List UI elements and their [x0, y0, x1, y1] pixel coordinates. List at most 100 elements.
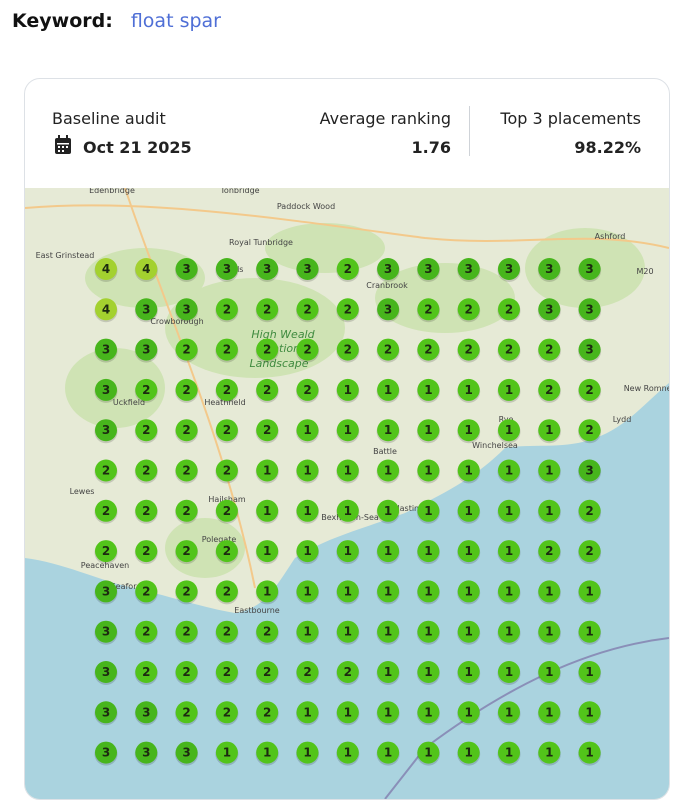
rank-pin: 1 — [336, 378, 360, 403]
rank-label: 2 — [223, 423, 231, 437]
rank-circle — [135, 258, 158, 280]
rank-label: 1 — [384, 746, 392, 760]
rank-pin: 1 — [296, 459, 319, 484]
rank-pin: 1 — [537, 419, 561, 444]
rank-circle — [95, 298, 117, 321]
rank-pin: 1 — [578, 620, 602, 645]
rank-pin: 1 — [296, 620, 319, 645]
top3-label: Top 3 placements — [500, 109, 641, 128]
rank-pin: 1 — [255, 741, 279, 766]
rank-circle — [256, 620, 279, 643]
top3-value: 98.22% — [574, 138, 641, 157]
rank-circle — [377, 620, 400, 643]
rank-pin: 1 — [296, 701, 319, 726]
rank-pin: 3 — [175, 258, 199, 282]
rank-circle — [135, 298, 158, 321]
rank-pin: 1 — [457, 378, 481, 403]
rank-circle — [578, 338, 601, 361]
rank-pin: 2 — [537, 378, 561, 403]
rank-circle — [215, 620, 238, 643]
rank-pin: 1 — [497, 499, 521, 524]
rank-label: 2 — [303, 302, 311, 316]
rank-circle — [417, 419, 440, 442]
rank-label: 3 — [102, 665, 110, 679]
rank-label: 1 — [585, 665, 593, 679]
rank-label: 1 — [505, 746, 513, 760]
rank-label: 1 — [344, 504, 352, 518]
rank-label: 1 — [303, 464, 311, 478]
rank-pin: 1 — [215, 741, 239, 766]
rank-pin: 3 — [94, 378, 118, 403]
rank-pin: 3 — [497, 258, 521, 282]
rank-label: 2 — [142, 625, 150, 639]
rank-label: 2 — [263, 302, 271, 316]
rank-circle — [417, 499, 440, 522]
rank-pin: 1 — [497, 580, 521, 605]
rank-circle — [215, 701, 238, 724]
rank-label: 1 — [424, 584, 432, 598]
rank-pin: 2 — [215, 499, 239, 524]
rank-pin: 1 — [497, 378, 521, 403]
rank-pin: 1 — [416, 378, 440, 403]
rank-circle — [296, 701, 319, 724]
rank-label: 1 — [545, 705, 553, 719]
rank-label: 3 — [142, 746, 150, 760]
rank-circle — [538, 540, 561, 563]
rank-pin: 1 — [255, 580, 279, 605]
rank-label: 1 — [384, 383, 392, 397]
rank-circle — [215, 338, 238, 361]
rank-circle — [417, 459, 440, 482]
rank-label: 3 — [182, 746, 190, 760]
rank-label: 2 — [545, 383, 553, 397]
divider — [469, 106, 470, 156]
rank-pin: 4 — [94, 258, 118, 282]
rank-pin: 1 — [296, 499, 319, 524]
rank-pin: 3 — [376, 298, 400, 323]
rank-circle — [256, 419, 279, 442]
rank-pin: 1 — [537, 459, 561, 484]
place-label: Royal Tunbridge — [229, 238, 293, 247]
rank-label: 3 — [545, 302, 553, 316]
rank-label: 2 — [263, 423, 271, 437]
baseline-date: Oct 21 2025 — [83, 138, 192, 157]
rank-circle — [95, 701, 117, 724]
rank-pin: 3 — [134, 298, 158, 323]
rank-circle — [377, 540, 400, 563]
rank-circle — [417, 378, 440, 401]
rank-label: 1 — [505, 625, 513, 639]
rank-pin: 2 — [175, 540, 199, 565]
rank-pin: 1 — [376, 459, 400, 484]
rank-label: 2 — [142, 504, 150, 518]
rank-circle — [457, 338, 480, 361]
rank-label: 1 — [424, 746, 432, 760]
rank-pin: 2 — [175, 620, 199, 645]
rank-pin: 1 — [497, 620, 521, 645]
rank-pin: 1 — [537, 661, 561, 685]
rank-pin: 2 — [215, 661, 239, 685]
rank-pin: 3 — [175, 741, 199, 766]
place-label: Paddock Wood — [277, 202, 335, 211]
rank-circle — [215, 499, 238, 522]
rank-circle — [95, 580, 117, 603]
rank-label: 3 — [465, 262, 473, 276]
rank-pin: 2 — [255, 620, 279, 645]
rank-pin: 1 — [376, 540, 400, 565]
rank-pin: 1 — [537, 620, 561, 645]
rank-label: 1 — [545, 504, 553, 518]
rank-circle — [95, 540, 117, 563]
rank-label: 4 — [102, 302, 110, 316]
place-label: Tonbridge — [219, 188, 259, 195]
rank-circle — [336, 540, 359, 563]
rank-pin: 3 — [134, 338, 158, 363]
rank-label: 1 — [465, 746, 473, 760]
rank-label: 1 — [303, 544, 311, 558]
rank-circle — [417, 540, 440, 563]
rank-circle — [135, 378, 158, 401]
road — [124, 188, 256, 589]
rank-label: 3 — [585, 464, 593, 478]
rank-label: 1 — [545, 464, 553, 478]
rank-circle — [135, 580, 158, 603]
rank-pin: 1 — [336, 701, 360, 726]
rank-label: 1 — [424, 625, 432, 639]
rank-pin: 4 — [94, 298, 118, 323]
